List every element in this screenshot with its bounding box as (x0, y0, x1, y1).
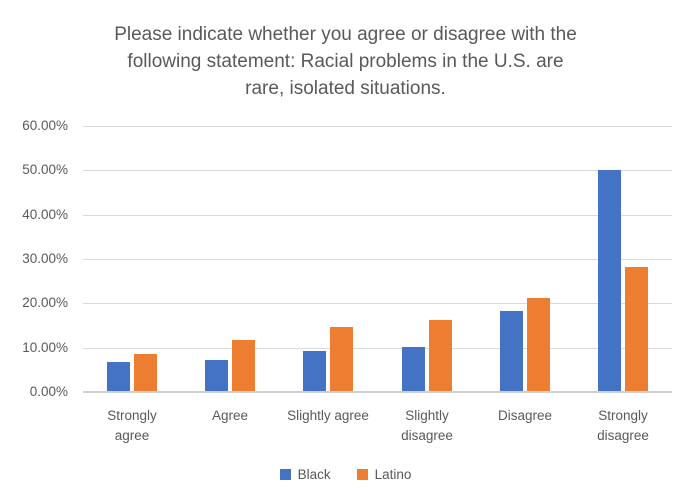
x-axis-label-agree: Agree (173, 406, 287, 426)
x-axis-label-line-1: Slightly agree (287, 408, 369, 423)
chart-title-line-1: Please indicate whether you agree or dis… (114, 24, 577, 45)
bar-latino-disagree (527, 298, 550, 391)
y-axis-tick-label-20-00-: 20.00% (22, 295, 68, 310)
bar-black-strongly-disagree (598, 170, 621, 391)
y-axis-tick-label-30-00-: 30.00% (22, 251, 68, 266)
x-axis-label-slightly-disagree: Slightly disagree (370, 406, 484, 446)
y-axis-tick-label-60-00-: 60.00% (22, 118, 68, 133)
x-axis-label-line-1: Strongly (598, 408, 648, 423)
legend-swatch-latino (356, 469, 368, 480)
bar-latino-strongly-disagree (625, 267, 648, 391)
legend-label-latino: Latino (374, 467, 412, 482)
x-axis-label-slightly-agree: Slightly agree (271, 406, 385, 426)
legend-swatch-black (279, 469, 291, 480)
bar-latino-slightly-disagree (429, 320, 452, 391)
x-axis-label-line-2: agree (114, 428, 150, 443)
plot-area (83, 126, 672, 393)
x-axis-label-line-2: disagree (597, 428, 649, 443)
legend-label-black: Black (297, 467, 331, 482)
x-axis-label-line-1: Strongly (107, 408, 157, 423)
chart-title-line-2: following statement: Racial problems in … (127, 51, 564, 72)
bar-black-slightly-disagree (402, 347, 425, 391)
bar-black-agree (205, 360, 228, 391)
gridline-40.00% (83, 215, 672, 216)
bar-latino-strongly-agree (134, 354, 157, 391)
legend-item-latino: Latino (356, 467, 412, 482)
x-axis-label-line-1: Agree (211, 408, 249, 423)
y-axis-tick-label-0-00-: 0.00% (29, 384, 68, 399)
legend-item-black: Black (279, 467, 331, 482)
y-axis-tick-label-10-00-: 10.00% (22, 340, 68, 355)
gridline-20.00% (83, 303, 672, 304)
x-axis-label-line-1: Disagree (497, 408, 553, 423)
bar-latino-slightly-agree (330, 327, 353, 391)
gridline-10.00% (83, 348, 672, 349)
legend: Black Latino (0, 467, 691, 482)
gridline-50.00% (83, 170, 672, 171)
y-axis-tick-label-50-00-: 50.00% (22, 162, 68, 177)
x-axis-label-strongly-disagree: Strongly disagree (566, 406, 680, 446)
x-axis-label-line-1: Slightly (405, 408, 449, 423)
x-axis-label-disagree: Disagree (468, 406, 582, 426)
x-axis-label-line-2: disagree (401, 428, 453, 443)
x-axis-label-strongly-agree: Strongly agree (75, 406, 189, 446)
y-axis-tick-label-40-00-: 40.00% (22, 207, 68, 222)
chart-title-line-3: rare, isolated situations. (245, 78, 446, 99)
chart-title: Please indicate whether you agree or dis… (36, 21, 656, 102)
x-axis-baseline (83, 391, 672, 393)
gridline-60.00% (83, 126, 672, 127)
bar-black-strongly-agree (107, 362, 130, 391)
gridline-30.00% (83, 259, 672, 260)
bar-latino-agree (232, 340, 255, 391)
bar-black-slightly-agree (303, 351, 326, 391)
bar-black-disagree (500, 311, 523, 391)
